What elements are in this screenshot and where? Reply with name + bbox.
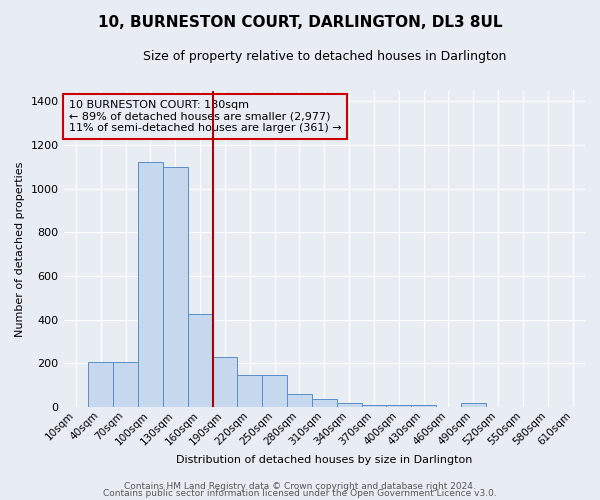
Bar: [411, 405, 436, 407]
Bar: [362, 405, 386, 407]
Bar: [88, 362, 113, 407]
Bar: [138, 162, 163, 407]
Bar: [188, 314, 212, 407]
Bar: [287, 394, 312, 407]
Text: Contains HM Land Registry data © Crown copyright and database right 2024.: Contains HM Land Registry data © Crown c…: [124, 482, 476, 491]
Y-axis label: Number of detached properties: Number of detached properties: [15, 161, 25, 336]
Bar: [262, 375, 287, 407]
Bar: [461, 403, 485, 407]
Bar: [163, 167, 188, 407]
Text: 10, BURNESTON COURT, DARLINGTON, DL3 8UL: 10, BURNESTON COURT, DARLINGTON, DL3 8UL: [98, 15, 502, 30]
Bar: [113, 362, 138, 407]
Bar: [386, 405, 411, 407]
Title: Size of property relative to detached houses in Darlington: Size of property relative to detached ho…: [143, 50, 506, 63]
Bar: [312, 400, 337, 407]
Text: Contains public sector information licensed under the Open Government Licence v3: Contains public sector information licen…: [103, 489, 497, 498]
Bar: [238, 375, 262, 407]
Bar: [337, 403, 362, 407]
Text: 10 BURNESTON COURT: 180sqm
← 89% of detached houses are smaller (2,977)
11% of s: 10 BURNESTON COURT: 180sqm ← 89% of deta…: [69, 100, 341, 134]
X-axis label: Distribution of detached houses by size in Darlington: Distribution of detached houses by size …: [176, 455, 472, 465]
Bar: [212, 357, 238, 407]
